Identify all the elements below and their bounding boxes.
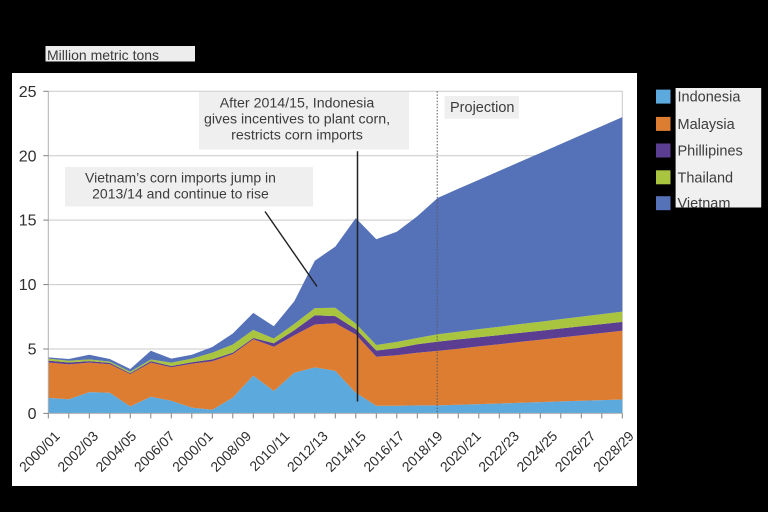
svg-text:5: 5 — [28, 342, 37, 359]
svg-text:After 2014/15, Indonesia: After 2014/15, Indonesia — [220, 96, 375, 112]
svg-text:Vietnam’s corn imports jump in: Vietnam’s corn imports jump in — [85, 170, 276, 186]
svg-text:Projection: Projection — [450, 100, 514, 116]
svg-text:gives incentives to plant corn: gives incentives to plant corn, — [204, 112, 390, 128]
svg-text:15: 15 — [19, 213, 37, 230]
svg-text:20: 20 — [19, 148, 37, 165]
svg-text:Vietnam: Vietnam — [678, 196, 731, 212]
svg-text:10: 10 — [19, 277, 37, 294]
svg-text:Million metric tons: Million metric tons — [47, 47, 159, 63]
svg-text:Indonesia: Indonesia — [678, 90, 742, 106]
svg-text:2013/14 and continue to rise: 2013/14 and continue to rise — [92, 186, 269, 202]
svg-text:25: 25 — [19, 84, 37, 101]
svg-text:restricts corn imports: restricts corn imports — [231, 128, 363, 144]
svg-text:Thailand: Thailand — [678, 170, 734, 186]
svg-text:Phillipines: Phillipines — [678, 144, 743, 160]
svg-text:Malaysia: Malaysia — [678, 117, 736, 133]
svg-text:0: 0 — [28, 406, 37, 423]
